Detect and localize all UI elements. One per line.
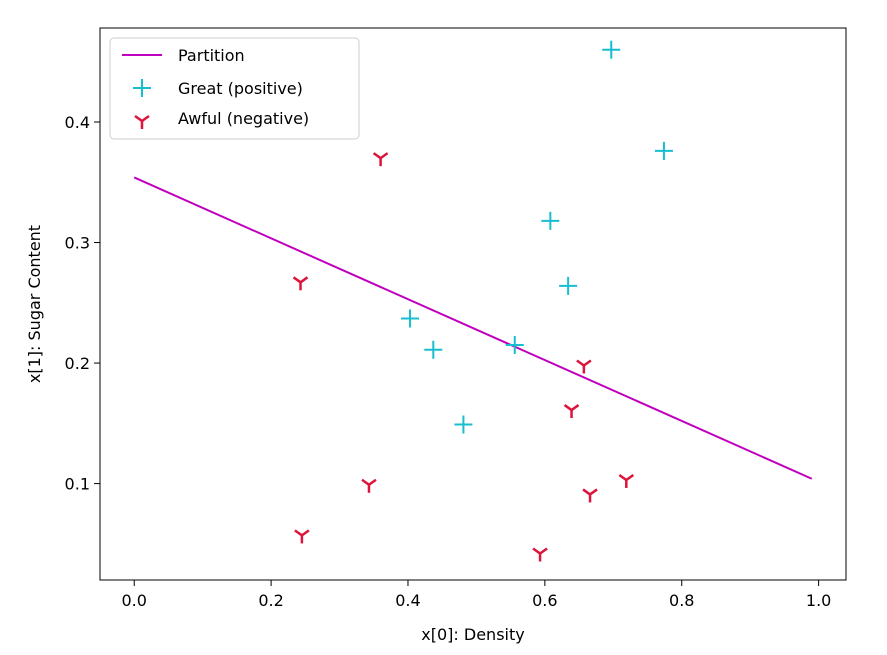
- legend-label-partition: Partition: [178, 46, 245, 65]
- y-tick-label: 0.1: [65, 475, 90, 494]
- tri-marker-right: [583, 359, 592, 367]
- x-axis: 0.0 0.2 0.4 0.6 0.8 1.0: [121, 580, 831, 610]
- negative-point: [532, 547, 548, 562]
- legend-plus-swatch: [133, 79, 151, 97]
- legend-box: [109, 37, 360, 140]
- negative-point: [292, 276, 309, 291]
- legend-label-positive: Great (positive): [178, 79, 303, 98]
- x-axis-label: x[0]: Density: [421, 625, 524, 644]
- negative-point: [361, 478, 377, 493]
- positive-point: [541, 211, 560, 230]
- tri-marker-left: [372, 152, 382, 160]
- y-axis-label: x[1]: Sugar Content: [25, 225, 44, 383]
- plot-area: [133, 40, 813, 562]
- tri-marker-left: [576, 359, 585, 367]
- negative-point: [582, 488, 598, 503]
- axes-frame: [99, 27, 847, 581]
- legend: Partition Great (positive) Awful (negati…: [109, 37, 360, 140]
- tri-marker-right: [299, 276, 309, 284]
- tri-marker-left: [292, 276, 302, 284]
- tri-marker-left: [532, 547, 541, 555]
- tri-marker-right: [301, 529, 310, 537]
- y-tick-label: 0.2: [65, 354, 90, 373]
- positive-point: [424, 340, 443, 359]
- negative-point: [618, 473, 635, 488]
- tri-marker-left: [361, 478, 370, 486]
- tri-marker-left: [563, 404, 573, 412]
- tri-marker-right: [379, 152, 389, 160]
- partition-line: [133, 176, 813, 480]
- positive-point: [505, 335, 524, 354]
- x-tick-label: 0.4: [395, 591, 420, 610]
- negative-point: [372, 152, 389, 167]
- positive-point: [602, 40, 621, 59]
- tri-marker-right: [570, 404, 580, 412]
- y-axis: 0.1 0.2 0.3 0.4: [65, 113, 100, 494]
- tri-marker-left: [582, 488, 591, 496]
- tri-marker-right: [539, 547, 548, 555]
- x-tick-label: 0.8: [669, 591, 694, 610]
- positive-point: [654, 141, 673, 160]
- tri-marker-right: [368, 478, 377, 486]
- tri-marker-right: [625, 473, 635, 481]
- x-tick-label: 0.6: [532, 591, 557, 610]
- legend-label-negative: Awful (negative): [178, 109, 309, 128]
- negative-point: [563, 404, 580, 419]
- y-tick-label: 0.3: [65, 234, 90, 253]
- positive-point: [454, 415, 473, 434]
- tri-marker-left: [294, 529, 303, 537]
- tri-marker-right: [589, 488, 598, 496]
- positive-point: [559, 276, 578, 295]
- x-tick-label: 0.2: [258, 591, 283, 610]
- y-tick-label: 0.4: [65, 113, 90, 132]
- legend-tri-swatch: [134, 114, 150, 129]
- x-tick-label: 1.0: [806, 591, 831, 610]
- x-tick-label: 0.0: [121, 591, 146, 610]
- negative-point: [294, 529, 310, 544]
- negative-point: [576, 359, 592, 374]
- tri-marker-left: [618, 473, 628, 481]
- positive-point: [401, 309, 420, 328]
